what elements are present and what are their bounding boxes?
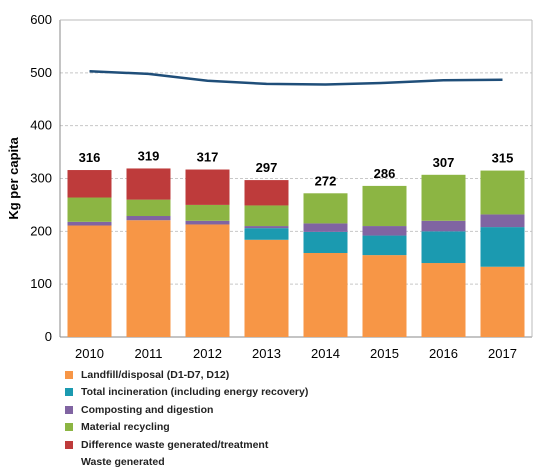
x-tick-label: 2015 — [370, 346, 399, 361]
bar-segment-5-2012 — [185, 169, 230, 205]
bar-segment-5-2011 — [126, 168, 171, 200]
bar-segment-5-2013 — [244, 180, 289, 206]
bar-segment-4-2017 — [480, 170, 525, 215]
bar-segment-3-2010 — [67, 221, 112, 226]
legend-swatch — [65, 458, 73, 466]
legend-item: Waste generated — [65, 454, 308, 471]
y-tick-label: 200 — [30, 223, 52, 238]
legend-item: Difference waste generated/treatment — [65, 436, 308, 454]
waste-generated-line — [89, 69, 503, 86]
bar-segment-2-2017 — [480, 227, 525, 267]
bar-total-label: 319 — [138, 148, 160, 163]
bar-segment-1-2014 — [303, 252, 348, 337]
bar-segment-3-2011 — [126, 216, 171, 221]
bar-segment-4-2014 — [303, 193, 348, 224]
y-axis-ticks: 0 100 200 300 400 500 600 — [30, 12, 52, 344]
waste-chart: 0 100 200 300 400 500 600 316 319 317 297 272 286 30… — [6, 12, 533, 361]
legend-swatch — [65, 423, 73, 432]
y-tick-label: 300 — [30, 171, 52, 186]
bar-segment-1-2012 — [185, 224, 230, 337]
bar-segment-4-2013 — [244, 205, 289, 227]
bar-segment-4-2012 — [185, 204, 230, 221]
legend-label: Total incineration (including energy rec… — [81, 386, 309, 399]
legend-swatch — [65, 440, 73, 449]
legend-item: Composting and digestion — [65, 401, 308, 419]
bar-segment-1-2013 — [244, 239, 289, 337]
bar-segment-1-2016 — [421, 263, 466, 337]
x-tick-label: 2013 — [252, 346, 281, 361]
bar-total-label: 286 — [374, 166, 396, 181]
bar-total-label: 307 — [433, 155, 455, 170]
bar-totals: 316 319 317 297 272 286 307 315 — [79, 148, 514, 188]
x-axis-ticks: 2010 2011 2012 2013 2014 2015 2016 2017 — [75, 346, 517, 361]
y-tick-label: 400 — [30, 118, 52, 133]
x-tick-label: 2017 — [488, 346, 517, 361]
bar-segment-5-2010 — [67, 170, 112, 198]
x-tick-label: 2011 — [135, 346, 163, 361]
legend-label: Landfill/disposal (D1-D7, D12) — [81, 368, 230, 381]
x-tick-label: 2012 — [193, 346, 222, 361]
bar-total-label: 272 — [315, 173, 337, 188]
waste-generated-line-group — [89, 69, 503, 86]
bar-total-label: 316 — [79, 150, 101, 165]
bar-segment-4-2011 — [126, 199, 171, 217]
bar-total-label: 315 — [492, 151, 514, 166]
legend-swatch — [65, 405, 73, 414]
legend-item: Landfill/disposal (D1-D7, D12) — [65, 366, 308, 384]
legend-item: Material recycling — [65, 419, 308, 437]
x-tick-label: 2016 — [429, 346, 458, 361]
legend-swatch — [65, 388, 73, 397]
legend-label: Waste generated — [81, 456, 165, 469]
y-tick-label: 600 — [30, 12, 52, 27]
bar-segment-4-2010 — [67, 197, 112, 222]
bar-segment-2-2015 — [362, 235, 407, 256]
bar-segment-3-2013 — [244, 226, 289, 229]
bar-segment-1-2010 — [67, 225, 112, 337]
bar-total-label: 297 — [256, 160, 278, 175]
bar-segment-3-2015 — [362, 226, 407, 236]
legend-label: Difference waste generated/treatment — [81, 438, 269, 451]
bar-segment-3-2017 — [480, 214, 525, 228]
bar-segment-4-2016 — [421, 174, 466, 221]
bar-segment-3-2016 — [421, 220, 466, 232]
x-tick-label: 2014 — [311, 346, 340, 361]
bar-segment-3-2014 — [303, 223, 348, 232]
bar-segment-1-2011 — [126, 220, 171, 337]
bars — [67, 168, 525, 337]
bar-segment-3-2012 — [185, 220, 230, 225]
legend-label: Composting and digestion — [81, 403, 214, 416]
bar-segment-1-2015 — [362, 255, 407, 337]
bar-segment-1-2017 — [480, 266, 525, 337]
x-tick-label: 2010 — [75, 346, 104, 361]
legend-item: Total incineration (including energy rec… — [65, 384, 308, 402]
bar-total-label: 317 — [197, 150, 219, 165]
bar-segment-4-2015 — [362, 185, 407, 227]
legend-swatch — [65, 370, 73, 379]
y-axis-label: Kg per capita — [6, 137, 21, 220]
bar-segment-2-2013 — [244, 228, 289, 240]
y-tick-label: 0 — [45, 329, 52, 344]
y-tick-label: 100 — [30, 276, 52, 291]
y-tick-label: 500 — [30, 65, 52, 80]
legend: Landfill/disposal (D1-D7, D12) Total inci… — [65, 366, 308, 471]
legend-label: Material recycling — [81, 421, 170, 434]
bar-segment-2-2016 — [421, 231, 466, 264]
bar-segment-2-2014 — [303, 231, 348, 253]
